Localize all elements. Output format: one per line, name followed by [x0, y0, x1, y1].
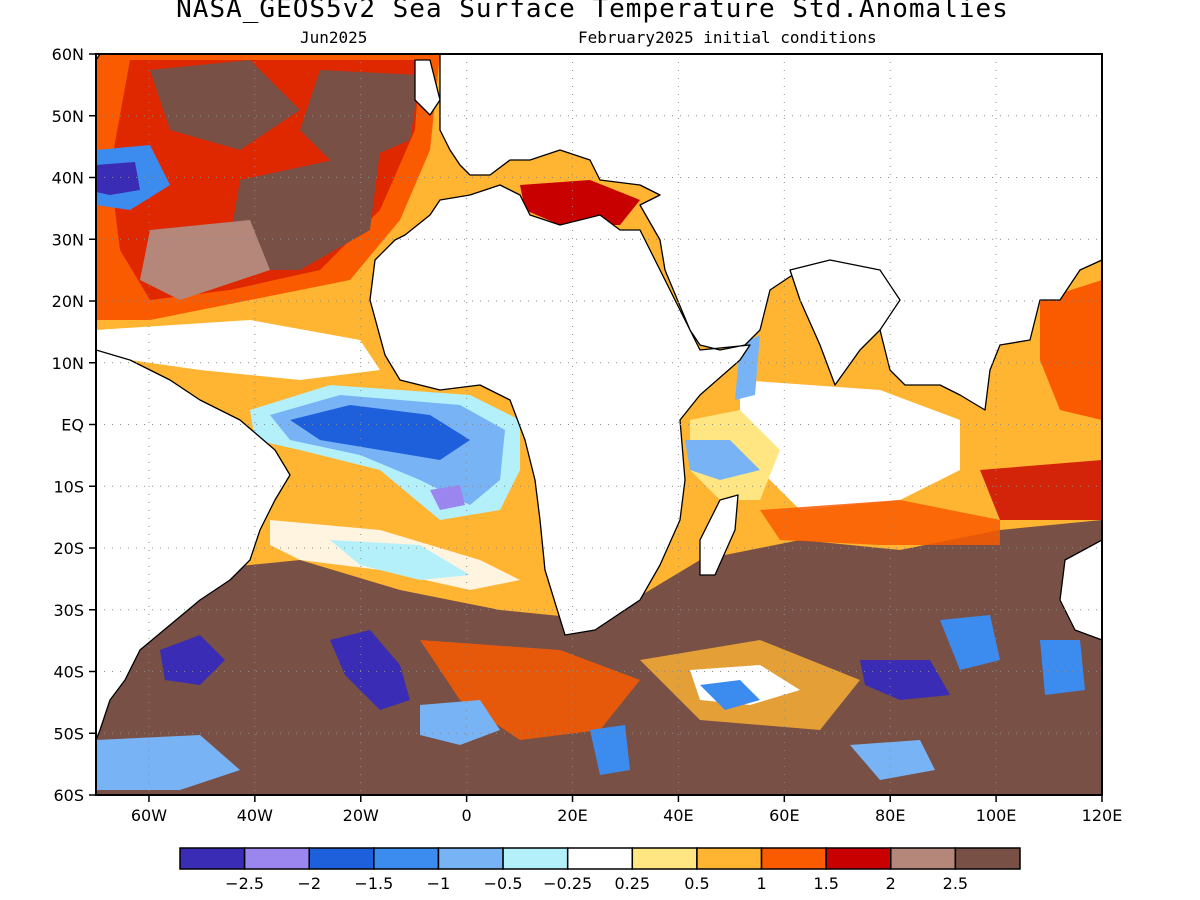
colorbar-swatch	[954, 847, 1021, 870]
lon-tick-label: 60E	[769, 806, 799, 825]
lat-tick-label: 60S	[53, 786, 84, 805]
colorbar-label: 0.5	[684, 874, 709, 893]
lon-tick-label: 120E	[1082, 806, 1123, 825]
british-isles-land	[414, 59, 441, 116]
southern-ocean-cool-patch-7	[1040, 640, 1085, 695]
lat-tick-label: 50S	[53, 724, 84, 743]
colorbar-label: −0.5	[484, 874, 523, 893]
lon-tick-label: 100E	[976, 806, 1017, 825]
southern-ocean-cool-patch-1	[160, 635, 225, 685]
lat-tick-label: EQ	[61, 416, 84, 435]
australia-land	[1059, 539, 1102, 641]
lat-tick-label: 40N	[52, 169, 84, 188]
colorbar-swatch	[243, 847, 310, 870]
colorbar-label: −2	[297, 874, 321, 893]
colorbar-label: 2.5	[943, 874, 968, 893]
lon-tick-label: 60W	[131, 806, 167, 825]
south-china-sea-warm	[1040, 280, 1102, 420]
north-atlantic-extreme-warm-1	[150, 60, 300, 150]
map-title: NASA_GEOS5v2 Sea Surface Temperature Std…	[176, 0, 1009, 24]
tropical-atlantic-strong-cool-core	[290, 405, 470, 460]
colorbar-swatch	[179, 847, 246, 870]
mediterranean-warm	[520, 180, 640, 225]
indian-subcontinent-land	[789, 259, 901, 386]
lat-tick-label: 10S	[53, 477, 84, 496]
colorbar-swatch	[890, 847, 957, 870]
colorbar-swatch	[566, 847, 634, 870]
lat-tick-label: 60N	[52, 45, 84, 64]
southern-ocean-cool-patch-4	[700, 680, 760, 710]
colorbar-swatch	[502, 847, 569, 870]
colorbar-label: −2.5	[225, 874, 264, 893]
lat-tick-label: 50N	[52, 107, 84, 126]
lon-tick-label: 20W	[343, 806, 379, 825]
north-atlantic-extreme-warm-4	[140, 220, 270, 300]
colorbar-swatch	[696, 847, 763, 870]
latitude-axis: 60N 50N 40N 30N 20N 10N EQ 10S 20S 30S 40S 50S 60S	[52, 45, 96, 805]
lat-tick-label: 10N	[52, 354, 84, 373]
lat-tick-label: 30S	[53, 601, 84, 620]
southern-ocean-mixed-orange	[420, 640, 640, 740]
initial-conditions-label: February2025 initial conditions	[578, 28, 877, 47]
southern-ocean-cool-patch-10	[850, 740, 935, 780]
southern-ocean-cool-patch-8	[96, 735, 240, 790]
indian-ocean-white-region	[740, 380, 960, 510]
indian-ocean-cool-patch	[685, 440, 760, 480]
southern-ocean-cool-patch-5	[860, 660, 950, 700]
colorbar-swatch	[631, 847, 698, 870]
colorbar-label: 2	[886, 874, 896, 893]
south-america-land	[96, 349, 291, 741]
longitude-axis: 60W 40W 20W 0 20E 40E 60E 80E 100E 120E	[131, 795, 1122, 825]
north-atlantic-extreme-warm-2	[300, 70, 420, 170]
lon-tick-label: 40W	[237, 806, 273, 825]
south-atlantic-cool-streak	[330, 540, 470, 580]
lat-tick-label: 40S	[53, 663, 84, 682]
colorbar: −2.5 −2 −1.5 −1 −0.5 −0.25 0.25 0.5 1 1.5 2 2.5	[179, 847, 1021, 893]
indian-ocean-south-warm	[760, 500, 1000, 545]
southern-ocean-cool-patch-6	[940, 615, 1000, 670]
southern-ocean-warm-band	[96, 520, 1102, 795]
madagascar-land	[699, 494, 739, 576]
lat-tick-label: 30N	[52, 230, 84, 249]
tropical-atlantic-extreme-cool-spot	[430, 485, 465, 510]
lon-tick-label: 40E	[663, 806, 693, 825]
colorbar-swatch	[760, 847, 827, 870]
colorbar-label: −1.5	[354, 874, 393, 893]
lat-tick-label: 20S	[53, 539, 84, 558]
colorbar-swatch	[373, 847, 440, 870]
colorbar-label: −0.25	[543, 874, 592, 893]
lat-tick-label: 20N	[52, 292, 84, 311]
land-masses	[96, 54, 1102, 741]
nw-atlantic-strong-cool-patch	[96, 162, 140, 195]
lon-tick-label: 80E	[875, 806, 905, 825]
southern-ocean-cool-patch-9	[590, 725, 630, 775]
southern-ocean-cool-patch-2	[330, 630, 410, 710]
colorbar-label: 1.5	[813, 874, 838, 893]
north-atlantic-extreme-warm-3	[230, 150, 380, 270]
europe-africa-asia-land	[369, 54, 1102, 636]
colorbar-label: 1	[756, 874, 766, 893]
subtropical-near-normal-band	[96, 320, 380, 380]
colorbar-label: 0.25	[614, 874, 650, 893]
lon-tick-label: 20E	[557, 806, 587, 825]
colorbar-swatch	[308, 847, 375, 870]
forecast-month-label: Jun2025	[300, 28, 368, 47]
colorbar-label: −1	[427, 874, 451, 893]
maritime-continent-warm	[980, 460, 1102, 520]
colorbar-swatch	[825, 847, 892, 870]
lon-tick-label: 0	[462, 806, 472, 825]
colorbar-swatch	[437, 847, 504, 870]
